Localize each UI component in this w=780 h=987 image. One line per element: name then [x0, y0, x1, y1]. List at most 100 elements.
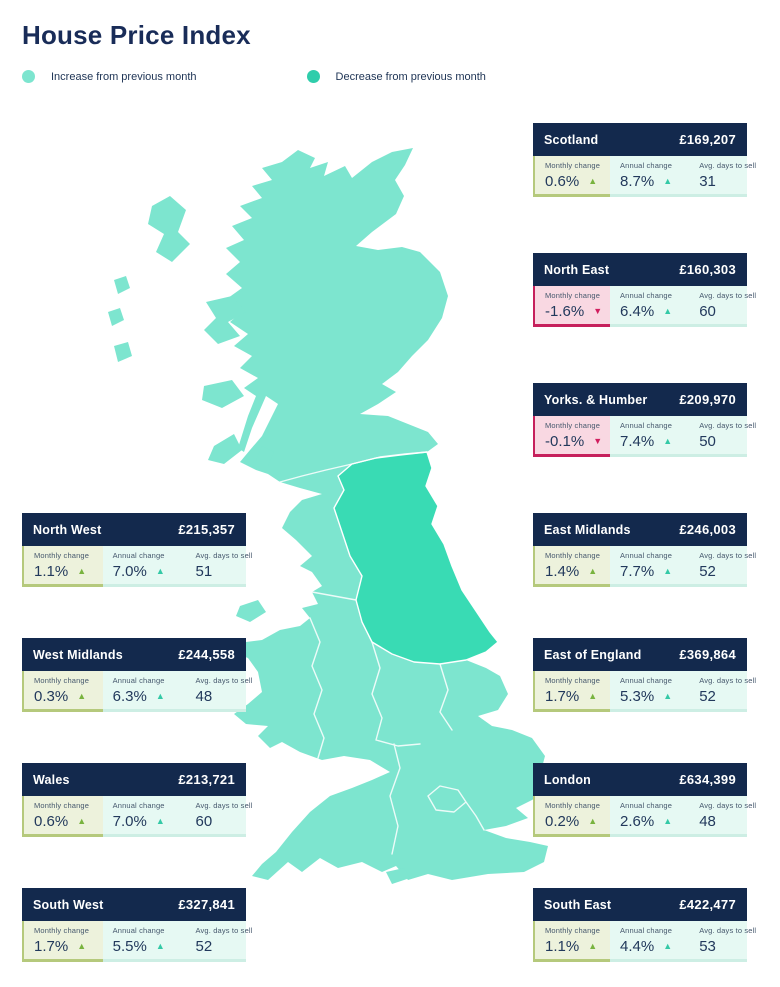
region-name: East of England — [544, 647, 642, 662]
annual-change-value: 7.4% — [620, 433, 655, 450]
metric-annual-change: Annual change 8.7% ▲ — [610, 156, 690, 197]
annual-change-label: Annual change — [620, 291, 673, 300]
trend-up-icon: ▲ — [77, 566, 87, 576]
trend-up-icon: ▲ — [155, 816, 165, 826]
annual-change-row: 2.6% ▲ — [620, 813, 685, 830]
trend-up-icon: ▲ — [663, 816, 673, 826]
region-card: Yorks. & Humber £209,970 Monthly change … — [533, 383, 757, 457]
metric-avg-days-to-sell: Avg. days to sell 53 — [689, 921, 757, 962]
annual-change-row: 7.0% ▲ — [113, 563, 182, 580]
avg-days-row: 53 — [699, 938, 743, 955]
annual-change-row: 5.3% ▲ — [620, 688, 685, 705]
metric-monthly-change: Monthly change 0.3% ▲ — [22, 671, 103, 712]
region-card-body: Monthly change 1.1% ▲ Annual change 7.0%… — [22, 546, 252, 587]
avg-days-label: Avg. days to sell — [699, 421, 757, 430]
region-card-body: Monthly change 0.6% ▲ Annual change 7.0%… — [22, 796, 252, 837]
region-name: North West — [33, 522, 102, 537]
trend-up-icon: ▲ — [77, 691, 87, 701]
trend-up-icon: ▲ — [155, 566, 165, 576]
monthly-change-label: Monthly change — [545, 801, 601, 810]
region-name: London — [544, 772, 592, 787]
region-card: North East £160,303 Monthly change -1.6%… — [533, 253, 756, 327]
region-card: London £634,399 Monthly change 0.2% ▲ An… — [533, 763, 756, 837]
avg-days-label: Avg. days to sell — [699, 161, 757, 170]
monthly-change-value: -0.1% — [545, 433, 585, 450]
monthly-change-row: 1.7% ▲ — [34, 938, 99, 955]
avg-days-row: 52 — [699, 688, 743, 705]
monthly-change-value: 1.1% — [545, 938, 580, 955]
region-card-header: South East £422,477 — [533, 888, 747, 921]
region-name: North East — [544, 262, 610, 277]
region-card-body: Monthly change -1.6% ▼ Annual change 6.4… — [533, 286, 756, 327]
trend-up-icon: ▲ — [155, 691, 165, 701]
annual-change-value: 8.7% — [620, 173, 655, 190]
annual-change-label: Annual change — [620, 926, 673, 935]
trend-up-icon: ▲ — [155, 941, 165, 951]
metric-monthly-change: Monthly change 1.7% ▲ — [22, 921, 103, 962]
monthly-change-label: Monthly change — [34, 926, 90, 935]
region-card-body: Monthly change 1.7% ▲ Annual change 5.5%… — [22, 921, 253, 962]
annual-change-label: Annual change — [112, 676, 165, 685]
monthly-change-row: -0.1% ▼ — [545, 433, 606, 450]
annual-change-label: Annual change — [112, 926, 165, 935]
avg-days-row: 51 — [196, 563, 242, 580]
metric-monthly-change: Monthly change 1.7% ▲ — [533, 671, 611, 712]
region-price: £369,864 — [679, 647, 736, 662]
monthly-change-label: Monthly change — [545, 421, 601, 430]
metric-annual-change: Annual change 4.4% ▲ — [610, 921, 690, 962]
region-card-header: North West £215,357 — [22, 513, 246, 546]
metric-avg-days-to-sell: Avg. days to sell 52 — [689, 671, 756, 712]
annual-change-label: Annual change — [620, 801, 673, 810]
monthly-change-row: 0.6% ▲ — [545, 173, 606, 190]
annual-change-row: 6.4% ▲ — [620, 303, 685, 320]
metric-annual-change: Annual change 7.4% ▲ — [610, 416, 690, 457]
monthly-change-row: -1.6% ▼ — [545, 303, 606, 320]
avg-days-label: Avg. days to sell — [699, 926, 757, 935]
avg-days-value: 53 — [699, 938, 716, 955]
monthly-change-label: Monthly change — [545, 926, 601, 935]
metric-monthly-change: Monthly change 1.4% ▲ — [533, 546, 611, 587]
region-card-body: Monthly change 0.3% ▲ Annual change 6.3%… — [22, 671, 252, 712]
monthly-change-row: 1.1% ▲ — [545, 938, 606, 955]
trend-up-icon: ▲ — [588, 691, 598, 701]
region-card-header: Yorks. & Humber £209,970 — [533, 383, 747, 416]
trend-up-icon: ▲ — [588, 566, 598, 576]
region-card-body: Monthly change 0.2% ▲ Annual change 2.6%… — [533, 796, 756, 837]
metric-avg-days-to-sell: Avg. days to sell 60 — [689, 286, 756, 327]
annual-change-value: 5.5% — [112, 938, 147, 955]
metric-annual-change: Annual change 6.3% ▲ — [102, 671, 186, 712]
metric-annual-change: Annual change 2.6% ▲ — [610, 796, 690, 837]
map-region-borders — [279, 451, 485, 855]
avg-days-label: Avg. days to sell — [195, 926, 253, 935]
monthly-change-value: 1.1% — [34, 563, 69, 580]
avg-days-row: 48 — [699, 813, 743, 830]
trend-down-icon: ▼ — [593, 436, 603, 446]
monthly-change-label: Monthly change — [34, 801, 90, 810]
avg-days-label: Avg. days to sell — [699, 551, 757, 560]
metric-avg-days-to-sell: Avg. days to sell 60 — [185, 796, 252, 837]
annual-change-value: 6.4% — [620, 303, 655, 320]
region-price: £634,399 — [679, 772, 736, 787]
avg-days-row: 50 — [699, 433, 743, 450]
trend-up-icon: ▲ — [663, 436, 673, 446]
annual-change-value: 7.0% — [112, 813, 147, 830]
annual-change-label: Annual change — [112, 801, 165, 810]
avg-days-row: 52 — [196, 938, 242, 955]
region-price: £213,721 — [178, 772, 235, 787]
annual-change-label: Annual change — [620, 421, 673, 430]
monthly-change-value: 0.2% — [545, 813, 580, 830]
trend-up-icon: ▲ — [588, 816, 598, 826]
avg-days-value: 51 — [195, 563, 213, 580]
annual-change-row: 5.5% ▲ — [113, 938, 182, 955]
annual-change-label: Annual change — [620, 676, 673, 685]
map-region-north-east-yorkshire — [333, 451, 499, 665]
monthly-change-value: -1.6% — [545, 303, 585, 320]
monthly-change-row: 1.7% ▲ — [545, 688, 606, 705]
monthly-change-value: 0.3% — [34, 688, 69, 705]
avg-days-value: 52 — [699, 563, 716, 580]
region-price: £169,207 — [679, 132, 736, 147]
annual-change-label: Annual change — [620, 161, 673, 170]
region-card-header: East Midlands £246,003 — [533, 513, 747, 546]
metric-monthly-change: Monthly change 0.2% ▲ — [533, 796, 611, 837]
region-price: £327,841 — [178, 897, 235, 912]
